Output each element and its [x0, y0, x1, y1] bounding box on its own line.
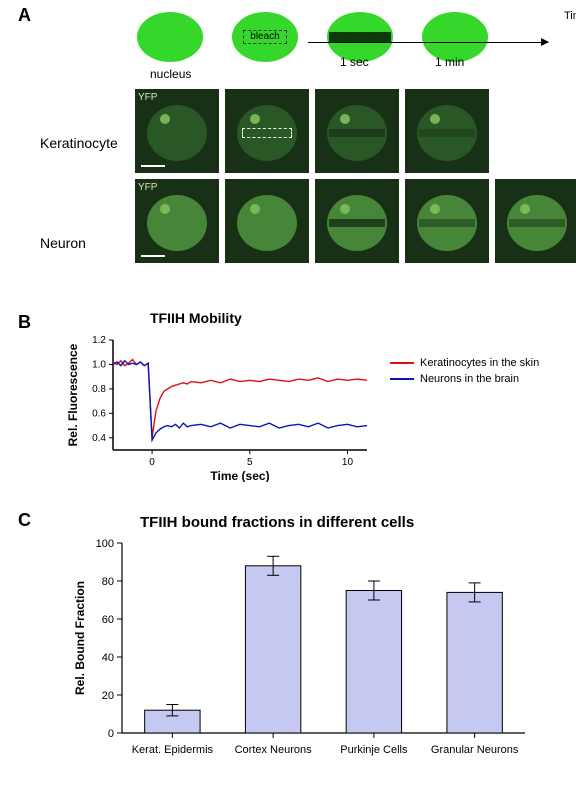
svg-text:20: 20: [102, 690, 114, 702]
bleach-region-box: [242, 128, 292, 138]
svg-text:Cortex Neurons: Cortex Neurons: [235, 744, 313, 756]
micrograph: [225, 89, 309, 173]
legend-line: [390, 378, 414, 380]
time-arrow: Time: [308, 42, 548, 43]
micrograph: [315, 179, 399, 263]
svg-text:Rel. Fluorescence: Rel. Fluorescence: [66, 343, 80, 446]
bleach-box: bleach: [243, 30, 287, 44]
chart-c-title: TFIIH bound fractions in different cells: [140, 514, 414, 531]
legend-item: Neurons in the brain: [390, 373, 539, 385]
svg-text:Time (sec): Time (sec): [210, 469, 269, 482]
svg-text:40: 40: [102, 652, 114, 664]
neuron-row: YFP: [135, 179, 556, 265]
micrograph: [405, 179, 489, 263]
legend-label: Keratinocytes in the skin: [420, 357, 539, 369]
neuron-label: Neuron: [40, 235, 86, 251]
micrograph: YFP: [135, 179, 219, 263]
scale-bar: [141, 255, 165, 257]
panel-a: bleach nucleus Time 1 sec 1 min Keratino…: [20, 5, 556, 269]
svg-text:10: 10: [342, 457, 354, 468]
legend-line: [390, 362, 414, 364]
time-axis-row: Time 1 sec 1 min: [115, 67, 556, 87]
yfp-label: YFP: [138, 182, 157, 193]
time-label-1sec: 1 sec: [340, 55, 369, 69]
svg-text:60: 60: [102, 614, 114, 626]
panel-c: TFIIH bound fractions in different cells…: [20, 510, 556, 780]
micrograph: [495, 179, 576, 263]
time-label-1min: 1 min: [435, 55, 464, 69]
scale-bar: [141, 165, 165, 167]
panel-b: TFIIH Mobility 0.40.60.81.01.20510Time (…: [20, 312, 556, 492]
svg-text:100: 100: [96, 538, 114, 550]
keratinocyte-row: YFP: [135, 89, 556, 175]
svg-text:5: 5: [247, 457, 253, 468]
bound-fraction-chart: 0 20 40 60 80 100 Rel. Bound Fraction Kerat. Ep…: [70, 535, 540, 765]
micrograph: YFP: [135, 89, 219, 173]
chart-b-legend: Keratinocytes in the skin Neurons in the …: [390, 357, 539, 389]
svg-text:1.2: 1.2: [92, 335, 106, 346]
svg-text:0: 0: [108, 728, 114, 740]
svg-text:0.6: 0.6: [92, 408, 106, 419]
legend-item: Keratinocytes in the skin: [390, 357, 539, 369]
micrograph: [405, 89, 489, 173]
svg-text:80: 80: [102, 576, 114, 588]
svg-text:Purkinje Cells: Purkinje Cells: [340, 744, 408, 756]
svg-text:1.0: 1.0: [92, 359, 106, 370]
svg-text:Rel. Bound Fraction: Rel. Bound Fraction: [73, 581, 87, 695]
keratinocyte-label: Keratinocyte: [40, 135, 118, 151]
svg-text:0: 0: [149, 457, 155, 468]
svg-text:Granular Neurons: Granular Neurons: [431, 744, 519, 756]
legend-label: Neurons in the brain: [420, 373, 519, 385]
time-arrow-label: Time: [564, 10, 576, 22]
micrograph: [315, 89, 399, 173]
micrograph: [225, 179, 309, 263]
svg-text:Kerat. Epidermis: Kerat. Epidermis: [132, 744, 214, 756]
schematic-nucleus-1: [135, 10, 205, 65]
svg-text:0.8: 0.8: [92, 384, 106, 395]
svg-text:0.4: 0.4: [92, 433, 106, 444]
mobility-chart: 0.4 0.6 0.8 1.0 1.2 0 5 10 Time (sec) Rel. Fluore…: [65, 322, 375, 482]
yfp-label: YFP: [138, 92, 157, 103]
